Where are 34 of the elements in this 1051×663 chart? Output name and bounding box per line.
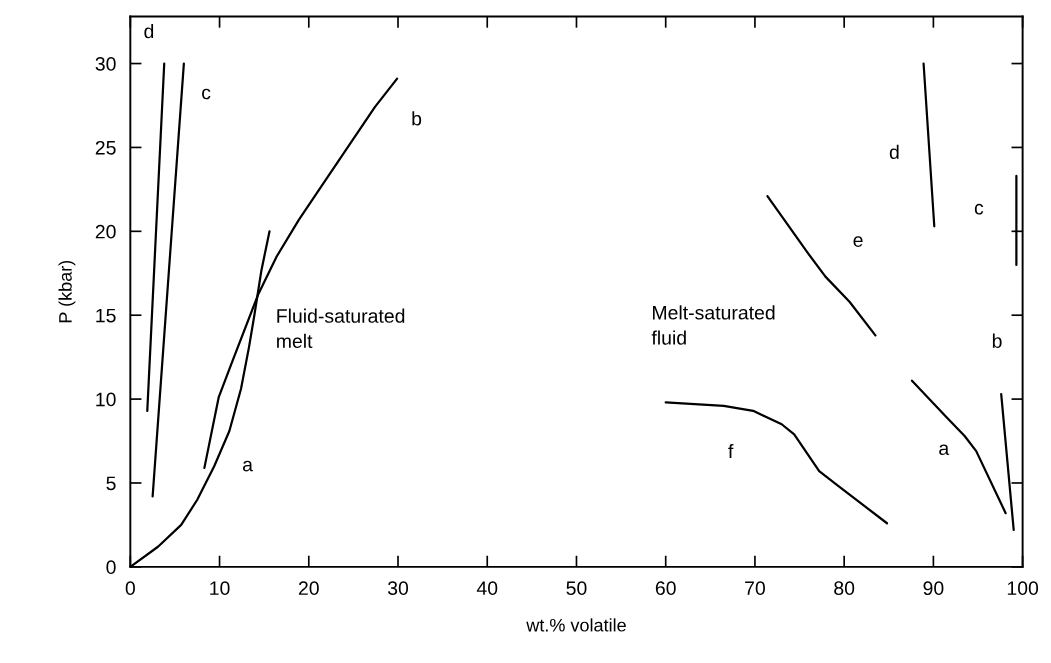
x-tick-label: 90 <box>923 581 944 596</box>
y-axis-title: P (kbar) <box>58 260 76 323</box>
y-tick-label: 10 <box>96 392 116 407</box>
x-axis-title: wt.% volatile <box>526 618 626 632</box>
y-tick-label: 5 <box>106 476 116 491</box>
annotation: Fluid-saturated melt <box>277 308 405 349</box>
y-tick-label: 30 <box>95 57 116 71</box>
x-tick-label: 30 <box>387 581 409 596</box>
x-tick-label: 70 <box>745 581 765 596</box>
x-tick-label: 60 <box>655 581 676 596</box>
x-tick-label: 20 <box>298 581 319 596</box>
legend-label: d <box>144 23 154 39</box>
x-tick-label: 40 <box>476 581 498 596</box>
x-tick-label: 10 <box>210 581 230 596</box>
y-tick-label: 25 <box>95 140 116 155</box>
x-tick-label: 80 <box>834 581 855 596</box>
line-series <box>910 379 1007 515</box>
series-label: f <box>728 443 734 459</box>
series-label: a <box>939 444 950 456</box>
y-tick-label: 20 <box>95 224 116 239</box>
series-label: c <box>202 88 211 100</box>
line-series <box>664 401 889 525</box>
series-label: c <box>974 203 984 215</box>
annotation: Melt-saturated fluid <box>651 305 775 345</box>
legend-label: b <box>992 333 1002 348</box>
x-tick-label: 0 <box>125 581 135 596</box>
x-tick-label: 50 <box>566 581 587 596</box>
y-tick-label: 0 <box>106 560 116 575</box>
series-label: a <box>242 460 253 472</box>
text: e <box>853 236 863 247</box>
y-tick-label: 15 <box>96 308 116 323</box>
x-tick-label: 100 <box>1007 581 1039 596</box>
series-label: b <box>412 111 422 126</box>
series-label: d <box>889 144 899 160</box>
